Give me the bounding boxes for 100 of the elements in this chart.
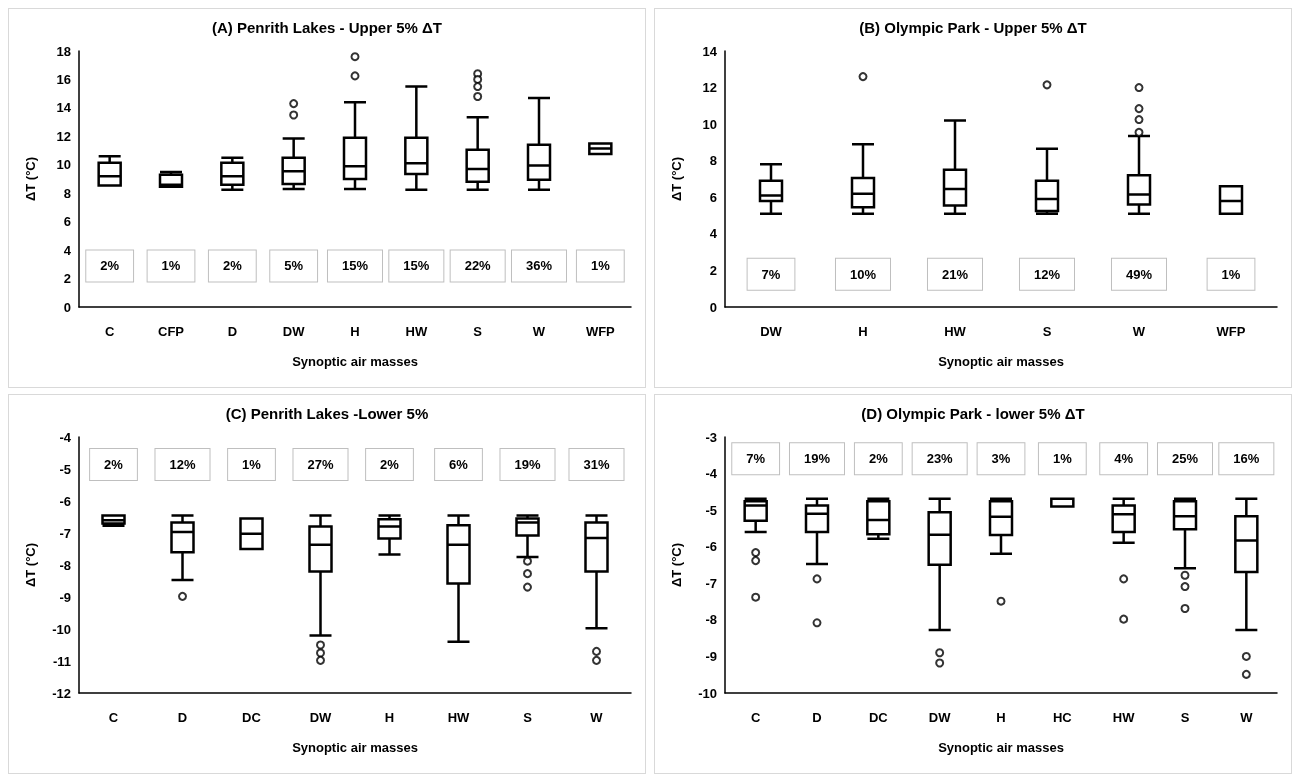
y-tick-label: 12 [702,80,717,96]
annotation: 2% [222,258,243,274]
y-tick-label: 8 [63,185,71,201]
y-tick-label: -9 [705,648,717,664]
y-tick-label: 6 [709,189,717,205]
annotation: 16% [1233,451,1260,467]
y-axis-title: ΔT (°C) [669,156,684,202]
x-tick-label: D [227,324,238,339]
y-tick-label: 10 [702,116,717,132]
x-tick-label: DW [928,710,952,725]
annotation: 49% [1125,266,1153,282]
y-tick-label: 14 [56,100,72,116]
y-tick-label: -7 [59,525,71,541]
x-tick-label: WFP [585,324,616,339]
y-tick-label: -9 [59,589,71,605]
annotation: 2% [100,258,120,274]
annotation: 7% [746,451,766,467]
y-tick-label: -10 [698,685,717,701]
x-tick-label: C [108,710,119,725]
y-axis-title: ΔT (°C) [23,542,38,588]
x-tick-label: S [523,710,533,725]
y-tick-label: -6 [705,539,717,555]
y-tick-label: 4 [63,242,72,258]
annotation: 2% [380,456,400,472]
annotation: 1% [242,456,262,472]
x-tick-label: S [1042,324,1052,339]
annotation: 7% [761,266,781,282]
y-tick-label: -4 [59,429,72,445]
y-axis-title: ΔT (°C) [23,156,38,202]
y-tick-label: 4 [709,226,718,242]
x-tick-label: H [858,324,868,339]
x-axis-title: Synoptic air masses [938,740,1064,755]
x-tick-label: D [177,710,188,725]
x-tick-label: DW [282,324,306,339]
x-tick-label: H [996,710,1006,725]
annotation: 1% [1052,451,1073,467]
y-tick-label: -3 [705,429,717,445]
y-tick-label: 6 [63,214,71,230]
chart-title: (D) Olympic Park - lower 5% ΔT [861,405,1085,422]
chart-title: (A) Penrith Lakes - Upper 5% ΔT [212,19,442,36]
x-tick-label: C [750,710,761,725]
x-tick-label: W [532,324,546,339]
y-tick-label: 2 [63,271,71,287]
y-tick-label: 10 [56,157,71,173]
y-tick-label: -12 [52,685,71,701]
y-tick-label: -8 [59,557,71,573]
y-tick-label: -5 [705,502,717,518]
y-tick-label: 0 [709,299,717,315]
annotation: 15% [341,258,369,274]
annotation: 25% [1171,451,1199,467]
annotation: 36% [525,258,553,274]
annotation: 27% [307,456,334,472]
y-tick-label: 0 [63,299,71,315]
annotation: 19% [803,451,831,467]
y-tick-label: 14 [702,43,718,59]
x-tick-label: W [1240,710,1254,725]
x-axis-title: Synoptic air masses [292,354,418,369]
chart-title: (B) Olympic Park - Upper 5% ΔT [859,19,1087,36]
x-tick-label: HC [1052,710,1073,725]
y-tick-label: -11 [52,653,71,669]
annotation: 10% [849,266,877,282]
x-tick-label: HW [944,324,967,339]
annotation: 21% [941,266,969,282]
x-tick-label: D [812,710,822,725]
x-tick-label: DW [309,710,333,725]
annotation: 15% [403,258,430,274]
x-axis-title: Synoptic air masses [938,354,1064,369]
x-tick-label: HW [1112,710,1136,725]
annotation: 19% [514,456,541,472]
annotation: 6% [449,456,469,472]
x-tick-label: WFP [1216,324,1246,339]
x-tick-label: CFP [158,324,185,339]
annotation: 31% [583,456,610,472]
annotation: 4% [1114,451,1134,467]
y-tick-label: -10 [52,621,71,637]
annotation: 2% [104,456,124,472]
y-tick-label: -8 [705,612,717,628]
x-tick-label: HW [405,324,428,339]
x-tick-label: DW [760,324,783,339]
y-tick-label: -7 [705,575,717,591]
x-tick-label: H [350,324,360,339]
annotation: 12% [169,456,196,472]
x-tick-label: H [384,710,395,725]
x-tick-label: DC [242,710,262,725]
annotation: 1% [590,258,611,274]
x-tick-label: S [1180,710,1190,725]
x-tick-label: S [473,324,483,339]
y-tick-label: 2 [709,262,717,278]
y-tick-label: -5 [59,461,71,477]
x-tick-label: W [1132,324,1146,339]
y-tick-label: 8 [709,153,717,169]
annotation: 22% [464,258,492,274]
annotation: 12% [1033,266,1061,282]
annotation: 1% [1221,266,1241,282]
x-tick-label: DC [868,710,889,725]
x-tick-label: HW [447,710,471,725]
chart-title: (C) Penrith Lakes -Lower 5% [225,405,429,422]
y-axis-title: ΔT (°C) [669,542,684,588]
y-tick-label: 18 [56,43,71,59]
x-tick-label: C [104,324,115,339]
